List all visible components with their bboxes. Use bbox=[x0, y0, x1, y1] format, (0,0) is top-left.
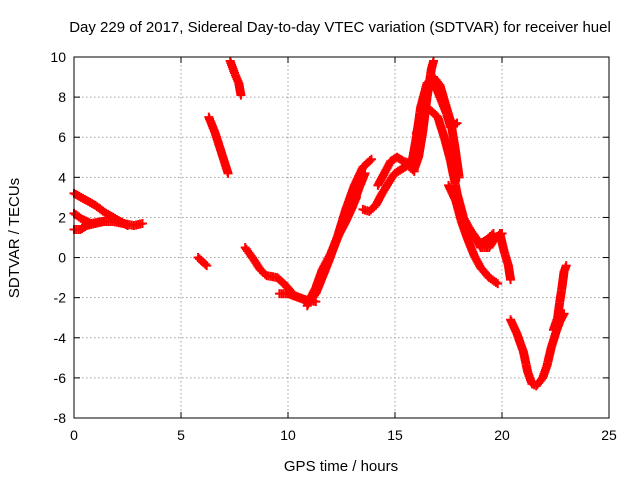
chart-title: Day 229 of 2017, Sidereal Day-to-day VTE… bbox=[69, 19, 611, 36]
y-tick-label: -6 bbox=[54, 370, 67, 386]
y-tick-label: 4 bbox=[58, 169, 66, 185]
data-series-17 bbox=[495, 228, 516, 285]
x-tick-label: 15 bbox=[387, 427, 403, 443]
grid-lines bbox=[74, 57, 609, 418]
y-tick-label: 8 bbox=[58, 89, 66, 105]
data-marks bbox=[69, 56, 571, 391]
x-tick-label: 5 bbox=[177, 427, 185, 443]
y-tick-label: -4 bbox=[54, 330, 67, 346]
x-tick-label: 20 bbox=[494, 427, 510, 443]
y-tick-label: 10 bbox=[50, 49, 66, 65]
plot-frame bbox=[73, 56, 610, 419]
x-tick-label: 25 bbox=[601, 427, 617, 443]
y-tick-label: -2 bbox=[54, 290, 67, 306]
data-series-14 bbox=[429, 76, 462, 132]
data-series-16 bbox=[450, 192, 503, 289]
x-axis-label: GPS time / hours bbox=[284, 458, 398, 475]
y-axis-label: SDTVAR / TECUs bbox=[6, 178, 23, 298]
data-series-9 bbox=[304, 192, 361, 305]
data-series-19 bbox=[548, 261, 571, 335]
y-tick-label: 2 bbox=[58, 209, 66, 225]
x-tick-label: 0 bbox=[70, 427, 78, 443]
y-tick-label: -8 bbox=[54, 410, 67, 426]
data-series-5 bbox=[225, 56, 246, 100]
y-tick-label: 0 bbox=[58, 250, 66, 266]
data-series-15 bbox=[444, 180, 507, 253]
y-tick-label: 6 bbox=[58, 129, 66, 145]
x-tick-label: 10 bbox=[280, 427, 296, 443]
data-series-4 bbox=[204, 112, 233, 178]
data-series-3 bbox=[193, 253, 212, 271]
